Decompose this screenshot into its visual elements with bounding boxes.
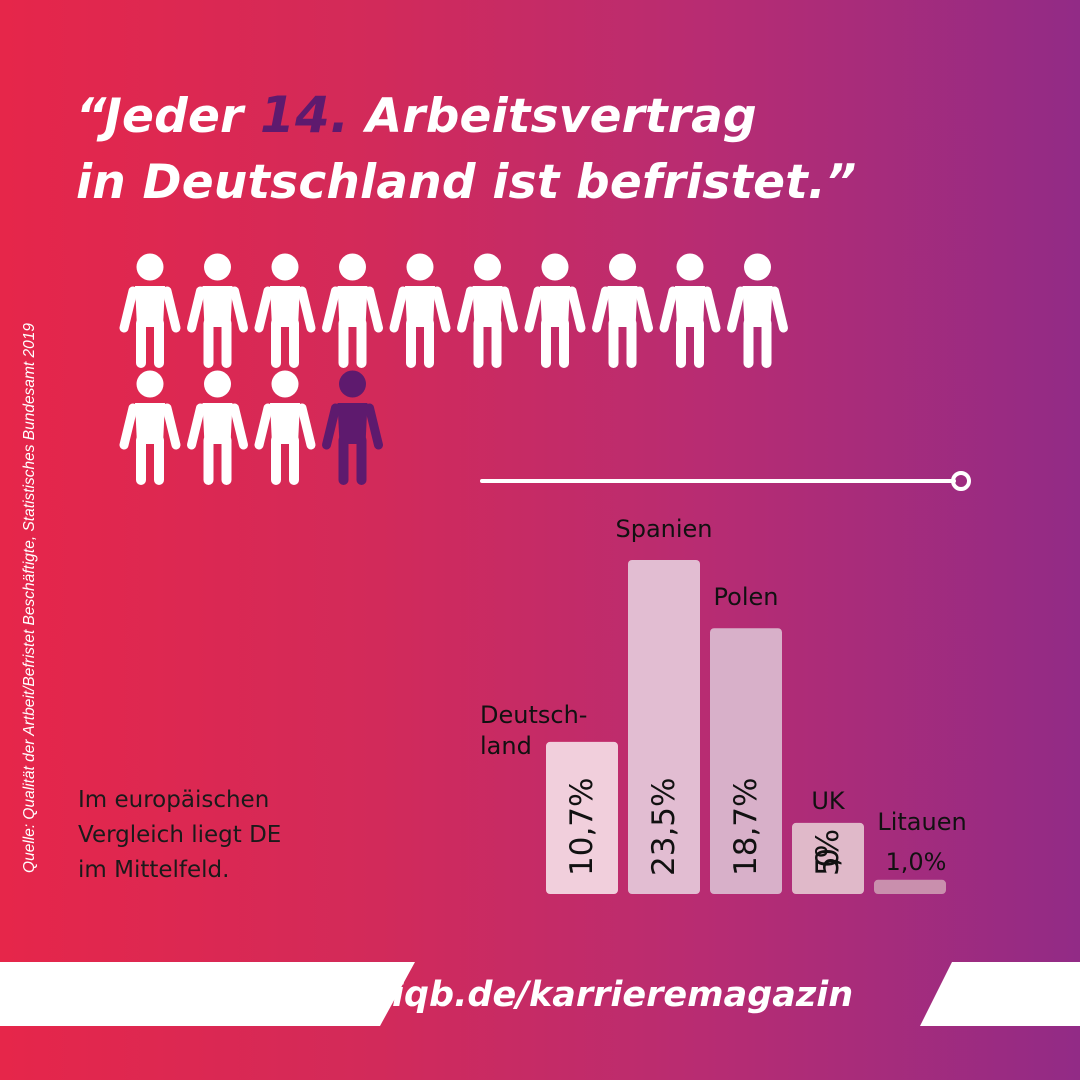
headline-prefix: “Jeder [76, 89, 260, 144]
bar-spanien [628, 560, 700, 894]
website-link[interactable]: iqb.de/karrieremagazin [392, 975, 854, 1015]
category-label: land [480, 732, 532, 760]
category-label: UK [811, 787, 846, 815]
person-icon [659, 253, 721, 368]
person-icon [119, 370, 181, 485]
person-icon [187, 253, 248, 368]
bar-chart: 10,7% Deutsch-land 23,5% Spanien 18,7% Polen 5… [480, 515, 967, 894]
caption-line-2: Vergleich liegt DE [78, 822, 282, 848]
caption-line-1: Im europäischen [78, 787, 270, 813]
divider-end-circle [951, 471, 971, 491]
comparison-caption: Im europäischen Vergleich liegt DE im Mi… [78, 783, 378, 888]
bar-polen [710, 628, 782, 894]
category-label: Deutsch- [480, 701, 587, 729]
person-icon [187, 370, 248, 485]
headline-suffix: Arbeitsvertrag [349, 89, 757, 144]
divider-line [480, 479, 956, 483]
headline-line-2: in Deutschland ist befristet.” [76, 155, 857, 210]
bar-uk [792, 822, 864, 894]
value-label: 23,5% [646, 778, 682, 876]
person-icon [524, 253, 586, 368]
person-icon [457, 253, 518, 368]
category-label: Spanien [615, 515, 712, 543]
cta-band-right [920, 962, 1080, 1026]
value-label: 5,0% [810, 829, 846, 876]
value-label: 18,7% [728, 778, 764, 876]
bar-deutschland [546, 741, 618, 894]
category-label: Litauen [877, 808, 966, 836]
headline-highlight-number: 14. [259, 86, 350, 144]
person-pictogram [119, 253, 788, 485]
headline: “Jeder 14. Arbeitsvertrag in Deutschland… [76, 82, 856, 216]
person-icon [592, 253, 653, 368]
person-icon [254, 253, 316, 368]
category-label: Polen [714, 583, 779, 611]
person-icon [727, 253, 788, 368]
person-icon-highlighted [322, 370, 383, 485]
headline-line-1: “Jeder 14. Arbeitsvertrag [76, 82, 856, 150]
value-label: 1,0% [886, 848, 947, 876]
cta-band-left [0, 962, 415, 1026]
bar-litauen [874, 879, 946, 894]
source-note: Quelle: Qualität der Artbeit/Befristet B… [21, 323, 38, 873]
person-icon [389, 253, 451, 368]
person-icon [322, 253, 383, 368]
caption-line-3: im Mittelfeld. [78, 857, 230, 883]
person-icon [254, 370, 316, 485]
person-icon [119, 253, 181, 368]
value-label: 10,7% [564, 778, 600, 876]
